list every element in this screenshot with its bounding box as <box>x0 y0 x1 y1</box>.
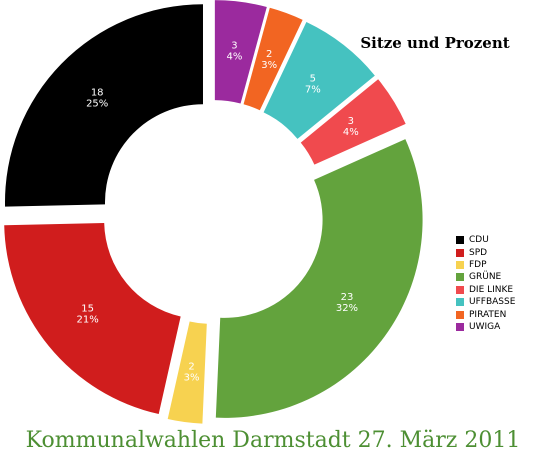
legend-label-cdu: CDU <box>469 235 489 246</box>
slice-label-spd: 15 21% <box>77 304 99 326</box>
slice-piraten <box>243 7 303 111</box>
legend-item-piraten: PIRATEN <box>456 308 515 320</box>
slice-percent-uwiga: 4% <box>227 51 243 62</box>
slice-percent-uffbasse: 7% <box>305 84 321 95</box>
legend-swatch-piraten <box>456 310 464 319</box>
chart-title: Kommunalwahlen Darmstadt 27. März 2011 <box>25 428 521 453</box>
slice-uffbasse <box>263 22 375 139</box>
slice-seats-fdp: 2 <box>188 362 194 373</box>
slice-label-gruene: 23 32% <box>336 292 358 314</box>
slice-label-piraten: 2 3% <box>261 49 277 71</box>
legend-swatch-die-linke <box>456 285 464 294</box>
slice-seats-spd: 15 <box>81 304 94 315</box>
slice-spd <box>4 223 181 415</box>
legend-item-spd: SPD <box>456 246 515 258</box>
slice-seats-cdu: 18 <box>91 88 104 99</box>
legend-swatch-uffbasse <box>456 298 464 307</box>
legend-label-uffbasse: UFFBASSE <box>469 297 516 308</box>
chart-subtitle: Sitze und Prozent <box>360 34 510 52</box>
slice-uwiga <box>214 0 267 104</box>
slice-seats-gruene: 23 <box>341 292 354 303</box>
slice-label-cdu: 18 25% <box>86 88 108 110</box>
slice-cdu <box>4 4 203 207</box>
slice-label-uwiga: 3 4% <box>227 40 243 62</box>
chart-legend: CDU SPD FDP GRÜNE DIE LINKE UFFBASSE PIRATEN UW… <box>456 234 515 333</box>
legend-item-gruene: GRÜNE <box>456 271 515 283</box>
slice-label-fdp: 2 3% <box>184 362 200 384</box>
slice-percent-gruene: 32% <box>336 303 358 314</box>
slice-seats-uffbasse: 5 <box>310 73 316 84</box>
legend-swatch-uwiga <box>456 322 464 331</box>
slice-percent-fdp: 3% <box>184 373 200 384</box>
legend-label-fdp: FDP <box>469 259 487 270</box>
slice-die-linke <box>300 79 406 165</box>
legend-item-cdu: CDU <box>456 234 515 246</box>
legend-item-fdp: FDP <box>456 259 515 271</box>
slice-gruene <box>215 139 423 418</box>
legend-label-spd: SPD <box>469 247 488 258</box>
slice-percent-piraten: 3% <box>261 60 277 71</box>
legend-item-uffbasse: UFFBASSE <box>456 296 515 308</box>
legend-item-uwiga: UWIGA <box>456 321 515 333</box>
slice-percent-spd: 21% <box>77 315 99 326</box>
legend-swatch-cdu <box>456 236 464 245</box>
legend-item-die-linke: DIE LINKE <box>456 284 515 296</box>
legend-swatch-fdp <box>456 260 464 269</box>
slice-label-uffbasse: 5 7% <box>305 73 321 95</box>
slice-seats-piraten: 2 <box>266 49 272 60</box>
legend-swatch-spd <box>456 248 464 257</box>
legend-label-piraten: PIRATEN <box>469 309 507 320</box>
slice-label-die-linke: 3 4% <box>343 116 359 138</box>
legend-swatch-gruene <box>456 273 464 282</box>
slice-percent-die-linke: 4% <box>343 127 359 138</box>
legend-label-uwiga: UWIGA <box>469 321 501 332</box>
slice-percent-cdu: 25% <box>86 99 108 110</box>
slice-fdp <box>167 321 207 424</box>
slice-seats-uwiga: 3 <box>231 40 237 51</box>
slice-seats-die-linke: 3 <box>348 116 354 127</box>
legend-label-die-linke: DIE LINKE <box>469 284 514 295</box>
legend-label-gruene: GRÜNE <box>469 272 502 283</box>
